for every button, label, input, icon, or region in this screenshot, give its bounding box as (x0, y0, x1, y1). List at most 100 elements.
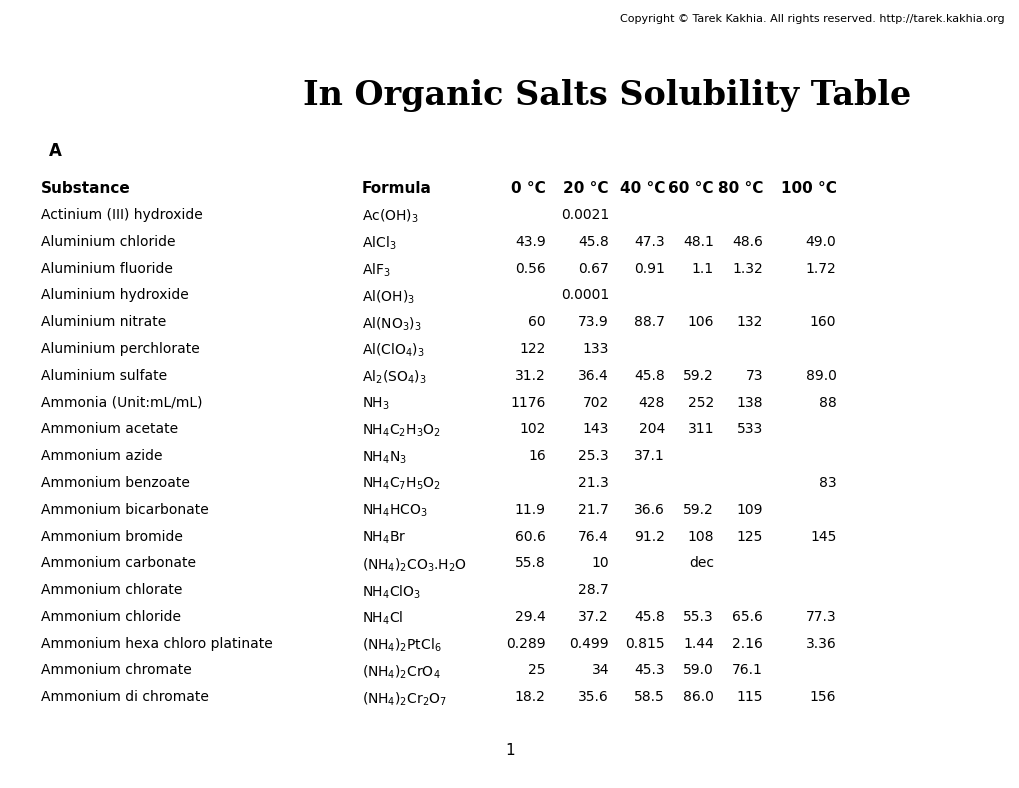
Text: Al(ClO$_4$)$_3$: Al(ClO$_4$)$_3$ (362, 342, 425, 359)
Text: 59.2: 59.2 (683, 503, 713, 517)
Text: 65.6: 65.6 (732, 610, 762, 624)
Text: 86.0: 86.0 (683, 690, 713, 704)
Text: Ammonium carbonate: Ammonium carbonate (41, 556, 196, 571)
Text: NH$_4$Br: NH$_4$Br (362, 530, 406, 546)
Text: 55.3: 55.3 (683, 610, 713, 624)
Text: 10: 10 (591, 556, 608, 571)
Text: Copyright © Tarek Kakhia. All rights reserved. http://tarek.kakhia.org: Copyright © Tarek Kakhia. All rights res… (620, 14, 1004, 24)
Text: 83: 83 (818, 476, 836, 490)
Text: 109: 109 (736, 503, 762, 517)
Text: AlF$_3$: AlF$_3$ (362, 262, 390, 279)
Text: 73.9: 73.9 (578, 315, 608, 329)
Text: 59.0: 59.0 (683, 663, 713, 678)
Text: Ammonium chromate: Ammonium chromate (41, 663, 192, 678)
Text: 34: 34 (591, 663, 608, 678)
Text: 143: 143 (582, 422, 608, 437)
Text: 25: 25 (528, 663, 545, 678)
Text: 20 °C: 20 °C (562, 181, 608, 196)
Text: 702: 702 (582, 396, 608, 410)
Text: Ammonia (Unit:mL/mL): Ammonia (Unit:mL/mL) (41, 396, 202, 410)
Text: 0.815: 0.815 (625, 637, 664, 651)
Text: NH$_4$Cl: NH$_4$Cl (362, 610, 403, 627)
Text: 91.2: 91.2 (634, 530, 664, 544)
Text: 1.32: 1.32 (732, 262, 762, 276)
Text: Ammonium bicarbonate: Ammonium bicarbonate (41, 503, 208, 517)
Text: NH$_4$HCO$_3$: NH$_4$HCO$_3$ (362, 503, 427, 519)
Text: 89.0: 89.0 (805, 369, 836, 383)
Text: NH$_4$N$_3$: NH$_4$N$_3$ (362, 449, 407, 466)
Text: 45.8: 45.8 (634, 369, 664, 383)
Text: 0.0001: 0.0001 (560, 288, 608, 303)
Text: 73: 73 (745, 369, 762, 383)
Text: 58.5: 58.5 (634, 690, 664, 704)
Text: Aluminium fluoride: Aluminium fluoride (41, 262, 172, 276)
Text: 45.3: 45.3 (634, 663, 664, 678)
Text: 37.1: 37.1 (634, 449, 664, 463)
Text: NH$_4$ClO$_3$: NH$_4$ClO$_3$ (362, 583, 421, 600)
Text: 60: 60 (528, 315, 545, 329)
Text: 55.8: 55.8 (515, 556, 545, 571)
Text: 45.8: 45.8 (578, 235, 608, 249)
Text: Al$_2$(SO$_4$)$_3$: Al$_2$(SO$_4$)$_3$ (362, 369, 427, 386)
Text: 100 °C: 100 °C (780, 181, 836, 196)
Text: NH$_4$C$_2$H$_3$O$_2$: NH$_4$C$_2$H$_3$O$_2$ (362, 422, 440, 439)
Text: 0.0021: 0.0021 (560, 208, 608, 222)
Text: 138: 138 (736, 396, 762, 410)
Text: 108: 108 (687, 530, 713, 544)
Text: Ammonium azide: Ammonium azide (41, 449, 162, 463)
Text: (NH$_4$)$_2$CrO$_4$: (NH$_4$)$_2$CrO$_4$ (362, 663, 440, 681)
Text: 132: 132 (736, 315, 762, 329)
Text: 45.8: 45.8 (634, 610, 664, 624)
Text: Aluminium nitrate: Aluminium nitrate (41, 315, 166, 329)
Text: 25.3: 25.3 (578, 449, 608, 463)
Text: 1: 1 (504, 743, 515, 758)
Text: 21.7: 21.7 (578, 503, 608, 517)
Text: Ammonium chloride: Ammonium chloride (41, 610, 180, 624)
Text: 156: 156 (809, 690, 836, 704)
Text: 36.6: 36.6 (634, 503, 664, 517)
Text: 102: 102 (519, 422, 545, 437)
Text: Ammonium hexa chloro platinate: Ammonium hexa chloro platinate (41, 637, 272, 651)
Text: 29.4: 29.4 (515, 610, 545, 624)
Text: 204: 204 (638, 422, 664, 437)
Text: 3.36: 3.36 (805, 637, 836, 651)
Text: (NH$_4$)$_2$PtCl$_6$: (NH$_4$)$_2$PtCl$_6$ (362, 637, 441, 654)
Text: 76.4: 76.4 (578, 530, 608, 544)
Text: 60 °C: 60 °C (667, 181, 713, 196)
Text: Actinium (III) hydroxide: Actinium (III) hydroxide (41, 208, 203, 222)
Text: 37.2: 37.2 (578, 610, 608, 624)
Text: NH$_4$C$_7$H$_5$O$_2$: NH$_4$C$_7$H$_5$O$_2$ (362, 476, 440, 492)
Text: 1176: 1176 (510, 396, 545, 410)
Text: 115: 115 (736, 690, 762, 704)
Text: 80 °C: 80 °C (717, 181, 762, 196)
Text: 48.1: 48.1 (683, 235, 713, 249)
Text: 59.2: 59.2 (683, 369, 713, 383)
Text: 11.9: 11.9 (515, 503, 545, 517)
Text: 0.499: 0.499 (569, 637, 608, 651)
Text: 1.1: 1.1 (691, 262, 713, 276)
Text: AlCl$_3$: AlCl$_3$ (362, 235, 396, 252)
Text: 49.0: 49.0 (805, 235, 836, 249)
Text: 145: 145 (809, 530, 836, 544)
Text: 125: 125 (736, 530, 762, 544)
Text: 0.67: 0.67 (578, 262, 608, 276)
Text: 1.44: 1.44 (683, 637, 713, 651)
Text: NH$_3$: NH$_3$ (362, 396, 389, 412)
Text: Aluminium sulfate: Aluminium sulfate (41, 369, 167, 383)
Text: Ammonium acetate: Ammonium acetate (41, 422, 177, 437)
Text: 106: 106 (687, 315, 713, 329)
Text: Ac(OH)$_3$: Ac(OH)$_3$ (362, 208, 419, 225)
Text: Aluminium hydroxide: Aluminium hydroxide (41, 288, 189, 303)
Text: 31.2: 31.2 (515, 369, 545, 383)
Text: 28.7: 28.7 (578, 583, 608, 597)
Text: 88.7: 88.7 (634, 315, 664, 329)
Text: Ammonium chlorate: Ammonium chlorate (41, 583, 182, 597)
Text: 48.6: 48.6 (732, 235, 762, 249)
Text: Aluminium perchlorate: Aluminium perchlorate (41, 342, 200, 356)
Text: 0.56: 0.56 (515, 262, 545, 276)
Text: 36.4: 36.4 (578, 369, 608, 383)
Text: 311: 311 (687, 422, 713, 437)
Text: 160: 160 (809, 315, 836, 329)
Text: 428: 428 (638, 396, 664, 410)
Text: 122: 122 (519, 342, 545, 356)
